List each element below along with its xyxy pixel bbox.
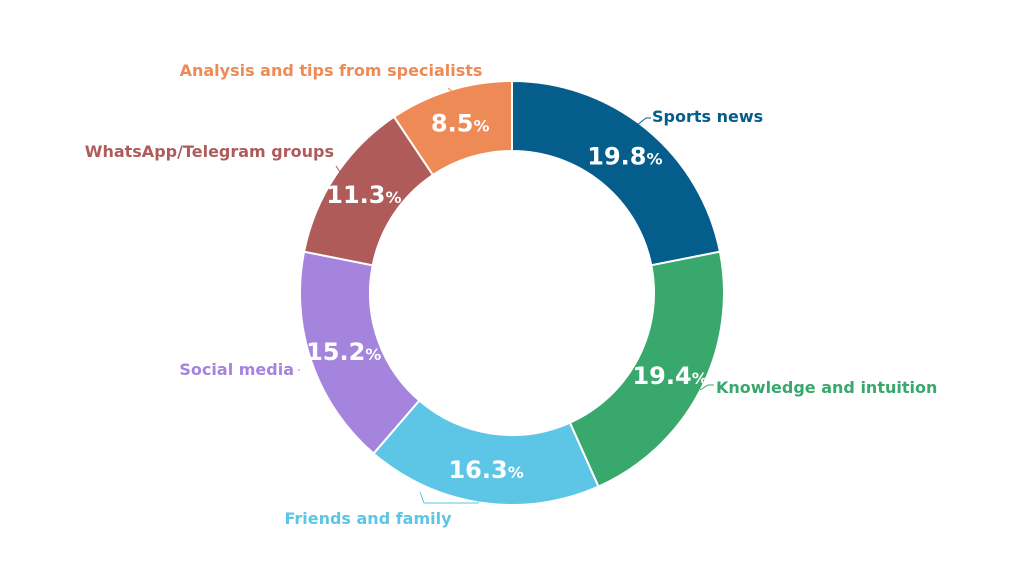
category-label-whatsapp-telegram-groups: WhatsApp/Telegram groups bbox=[85, 142, 334, 161]
category-label-analysis-and-tips-from-specialists: Analysis and tips from specialists bbox=[180, 61, 483, 80]
slice-analysis-and-tips-from-specialists bbox=[392, 79, 513, 177]
leader-line-sports-news bbox=[635, 117, 651, 127]
category-label-friends-and-family: Friends and family bbox=[284, 509, 452, 528]
leader-line-analysis-and-tips-from-specialists bbox=[447, 87, 455, 94]
slice-friends-and-family bbox=[372, 399, 600, 506]
value-labels-group: 19.8% 19.4% 16.3% 15.2% 11.3% 8.5% bbox=[306, 110, 708, 484]
category-label-knowledge-and-intuition: Knowledge and intuition bbox=[716, 378, 937, 397]
leader-line-knowledge-and-intuition bbox=[699, 384, 714, 391]
leader-line-whatsapp-telegram-groups bbox=[335, 165, 345, 177]
category-labels-group: Sports news Knowledge and intuition Friend… bbox=[85, 61, 938, 528]
leader-lines-group bbox=[298, 87, 714, 504]
category-label-sports-news: Sports news bbox=[652, 107, 763, 126]
slices-group bbox=[299, 79, 725, 506]
category-label-social-media: Social media bbox=[179, 360, 294, 379]
value-label-friends-and-family: 16.3% bbox=[448, 456, 523, 484]
value-label-sports-news: 19.8% bbox=[587, 142, 662, 170]
value-label-whatsapp-telegram-groups: 11.3% bbox=[326, 181, 401, 209]
value-label-social-media: 15.2% bbox=[306, 338, 381, 366]
value-label-knowledge-and-intuition: 19.4% bbox=[632, 362, 707, 390]
slice-sports-news bbox=[511, 79, 722, 267]
leader-line-friends-and-family bbox=[419, 491, 481, 504]
value-label-analysis-and-tips-from-specialists: 8.5% bbox=[431, 110, 490, 138]
